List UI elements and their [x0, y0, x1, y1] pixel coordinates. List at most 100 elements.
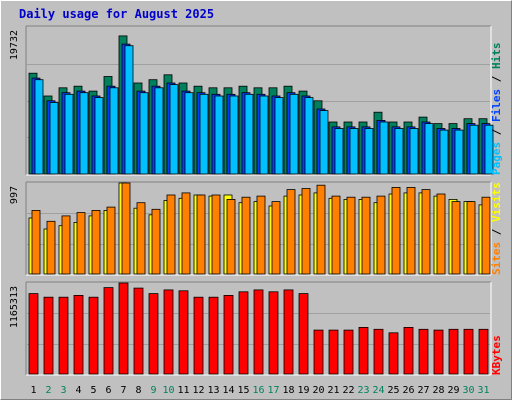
bar-sites: [466, 201, 476, 275]
bar-pages: [409, 128, 419, 175]
bar-sites: [241, 196, 251, 275]
bar-sites: [136, 202, 146, 275]
x-tick-label: 25: [387, 385, 399, 396]
x-tick-label: 7: [120, 385, 126, 396]
bar-pages: [169, 84, 179, 175]
bar-pages: [469, 124, 479, 175]
bar-kbytes: [463, 328, 474, 375]
x-tick-label: 8: [135, 385, 141, 396]
bar-sites: [376, 195, 386, 275]
bar-kbytes: [163, 289, 174, 375]
bar-sites: [436, 193, 446, 275]
bar-sites: [361, 196, 371, 275]
legend-separator: /: [490, 222, 503, 242]
bar-pages: [274, 97, 284, 175]
x-tick-label: 10: [162, 385, 174, 396]
bar-pages: [259, 95, 269, 175]
x-tick-label: 22: [342, 385, 354, 396]
bar-kbytes: [403, 326, 414, 375]
x-tick-label: 18: [282, 385, 294, 396]
x-tick-label: 28: [432, 385, 444, 396]
x-tick-label: 4: [75, 385, 81, 396]
bar-sites: [391, 186, 401, 275]
legend-separator: /: [490, 69, 503, 89]
legend-visits-sites: Sites / Visits: [490, 182, 503, 275]
bar-sites: [346, 196, 356, 275]
bar-kbytes: [238, 291, 249, 375]
x-tick-label: 19: [297, 385, 309, 396]
legend-hits: Hits: [490, 43, 503, 70]
x-tick-label: 17: [267, 385, 279, 396]
bar-pages: [34, 79, 44, 175]
x-tick-label: 21: [327, 385, 339, 396]
y-max-label: 997: [9, 186, 20, 204]
bar-pages: [124, 45, 134, 175]
x-tick-label: 14: [222, 385, 234, 396]
bar-pages: [154, 87, 164, 175]
bar-sites: [151, 208, 161, 275]
bar-sites: [76, 212, 86, 275]
bar-kbytes: [478, 328, 489, 375]
bar-pages: [184, 92, 194, 175]
bar-kbytes: [313, 329, 324, 375]
bar-kbytes: [418, 328, 429, 375]
legend-kbytes: KBytes: [490, 335, 503, 375]
legend-visits: Visits: [490, 182, 503, 222]
bar-pages: [349, 128, 359, 175]
legend-files: Files: [490, 89, 503, 122]
bar-pages: [94, 97, 104, 175]
bar-kbytes: [58, 296, 69, 375]
x-tick-label: 27: [417, 385, 429, 396]
bar-sites: [286, 189, 296, 275]
bar-kbytes: [193, 296, 204, 375]
bar-sites: [121, 182, 131, 275]
x-tick-label: 13: [207, 385, 219, 396]
legend-kbytes: KBytes: [490, 335, 503, 375]
x-tick-label: 24: [372, 385, 384, 396]
bar-kbytes: [268, 291, 279, 375]
y-max-label: 19732: [9, 30, 20, 60]
legend-hits-files-pages: Pages / Files / Hits: [490, 43, 503, 176]
x-tick-label: 2: [45, 385, 51, 396]
x-tick-label: 11: [177, 385, 189, 396]
bar-pages: [439, 129, 449, 175]
x-tick-label: 31: [477, 385, 489, 396]
bar-pages: [334, 128, 344, 175]
bar-sites: [196, 194, 206, 275]
bar-kbytes: [328, 329, 339, 375]
bar-sites: [331, 195, 341, 275]
x-tick-label: 1: [30, 385, 36, 396]
bar-sites: [91, 209, 101, 275]
bar-kbytes: [358, 326, 369, 375]
bar-kbytes: [118, 282, 129, 375]
page-title: Daily usage for August 2025: [19, 7, 215, 21]
x-tick-label: 30: [462, 385, 474, 396]
bar-kbytes: [28, 293, 39, 375]
bar-sites: [421, 189, 431, 275]
bar-pages: [319, 110, 329, 175]
bar-pages: [289, 93, 299, 175]
chart-panel-hits-files-pages: 19732 Pages / Files / Hits: [9, 25, 503, 176]
bar-pages: [109, 87, 119, 175]
bar-kbytes: [223, 294, 234, 375]
bar-kbytes: [43, 296, 54, 375]
bar-kbytes: [178, 290, 189, 375]
bar-sites: [256, 195, 266, 275]
bar-kbytes: [103, 287, 114, 375]
legend-separator: /: [490, 122, 503, 142]
x-tick-label: 16: [252, 385, 264, 396]
bar-sites: [211, 194, 221, 275]
x-tick-label: 15: [237, 385, 249, 396]
bar-sites: [226, 198, 236, 275]
legend-pages: Pages: [490, 142, 503, 175]
x-tick-label: 9: [150, 385, 156, 396]
chart-panel-kbytes: 1165313 KBytes: [9, 281, 503, 376]
x-tick-label: 5: [90, 385, 96, 396]
bar-pages: [214, 95, 224, 175]
bar-sites: [451, 201, 461, 275]
bar-kbytes: [208, 296, 219, 375]
bar-kbytes: [73, 294, 84, 375]
bar-kbytes: [283, 289, 294, 375]
bar-pages: [424, 123, 434, 175]
